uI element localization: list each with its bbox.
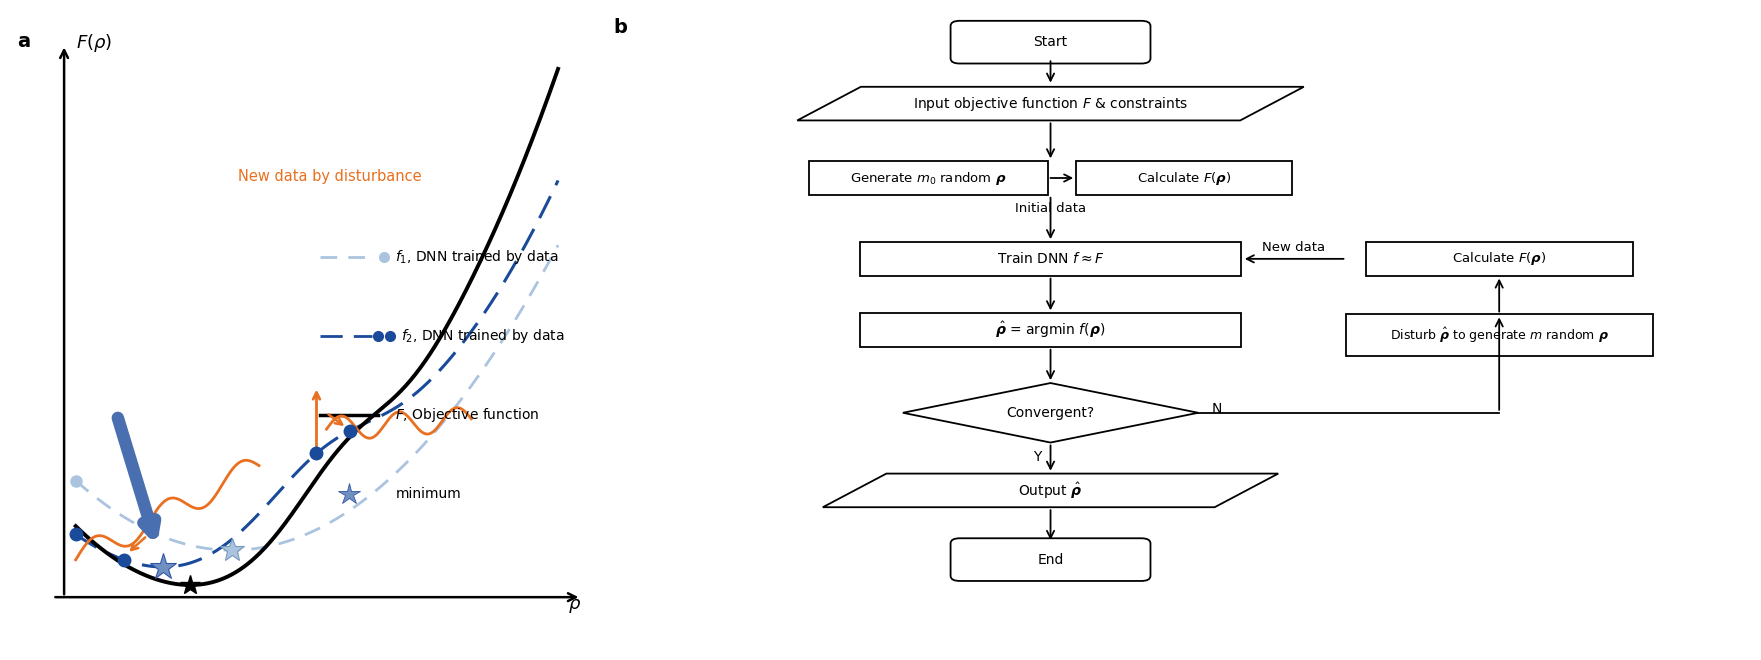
Polygon shape <box>822 474 1278 508</box>
Text: Start: Start <box>1034 35 1067 50</box>
FancyBboxPatch shape <box>1367 242 1632 276</box>
FancyBboxPatch shape <box>861 242 1242 276</box>
Text: $F$, Objective function: $F$, Objective function <box>396 406 541 424</box>
FancyBboxPatch shape <box>861 314 1242 346</box>
Text: b: b <box>613 18 627 37</box>
Text: N: N <box>1212 402 1222 416</box>
Text: Generate $m_0$ random $\boldsymbol{\rho}$: Generate $m_0$ random $\boldsymbol{\rho}… <box>851 170 1007 187</box>
Text: End: End <box>1037 552 1064 567</box>
Text: $f_2$, DNN trained by data: $f_2$, DNN trained by data <box>402 327 565 345</box>
FancyBboxPatch shape <box>1076 161 1293 195</box>
Text: Input objective function $F$ & constraints: Input objective function $F$ & constrain… <box>912 94 1189 113</box>
Text: a: a <box>18 32 30 51</box>
Text: $\rho$: $\rho$ <box>569 597 581 615</box>
Text: Convergent?: Convergent? <box>1007 406 1095 420</box>
Text: Output $\hat{\boldsymbol{\rho}}$: Output $\hat{\boldsymbol{\rho}}$ <box>1018 480 1083 500</box>
Polygon shape <box>798 87 1303 120</box>
Text: minimum: minimum <box>396 487 461 501</box>
Text: Calculate $F(\boldsymbol{\rho})$: Calculate $F(\boldsymbol{\rho})$ <box>1453 250 1546 267</box>
Text: New data: New data <box>1263 241 1326 253</box>
FancyBboxPatch shape <box>951 539 1150 581</box>
FancyBboxPatch shape <box>1345 314 1652 356</box>
Text: Calculate $F(\boldsymbol{\rho})$: Calculate $F(\boldsymbol{\rho})$ <box>1138 170 1231 187</box>
Text: New data by disturbance: New data by disturbance <box>238 169 423 184</box>
Text: $F(\rho)$: $F(\rho)$ <box>76 32 113 55</box>
Text: Train DNN $f \approx F$: Train DNN $f \approx F$ <box>997 251 1104 267</box>
FancyBboxPatch shape <box>951 21 1150 63</box>
Text: $f_1$, DNN trained by data: $f_1$, DNN trained by data <box>396 248 558 266</box>
FancyBboxPatch shape <box>808 161 1048 195</box>
Text: Y: Y <box>1032 450 1041 464</box>
Text: Initial data: Initial data <box>1014 202 1087 215</box>
Text: Disturb $\hat{\boldsymbol{\rho}}$ to generate $m$ random $\boldsymbol{\rho}$: Disturb $\hat{\boldsymbol{\rho}}$ to gen… <box>1389 325 1608 345</box>
Polygon shape <box>903 383 1197 443</box>
Text: $\hat{\boldsymbol{\rho}}$ = argmin $f(\boldsymbol{\rho})$: $\hat{\boldsymbol{\rho}}$ = argmin $f(\b… <box>995 320 1106 340</box>
